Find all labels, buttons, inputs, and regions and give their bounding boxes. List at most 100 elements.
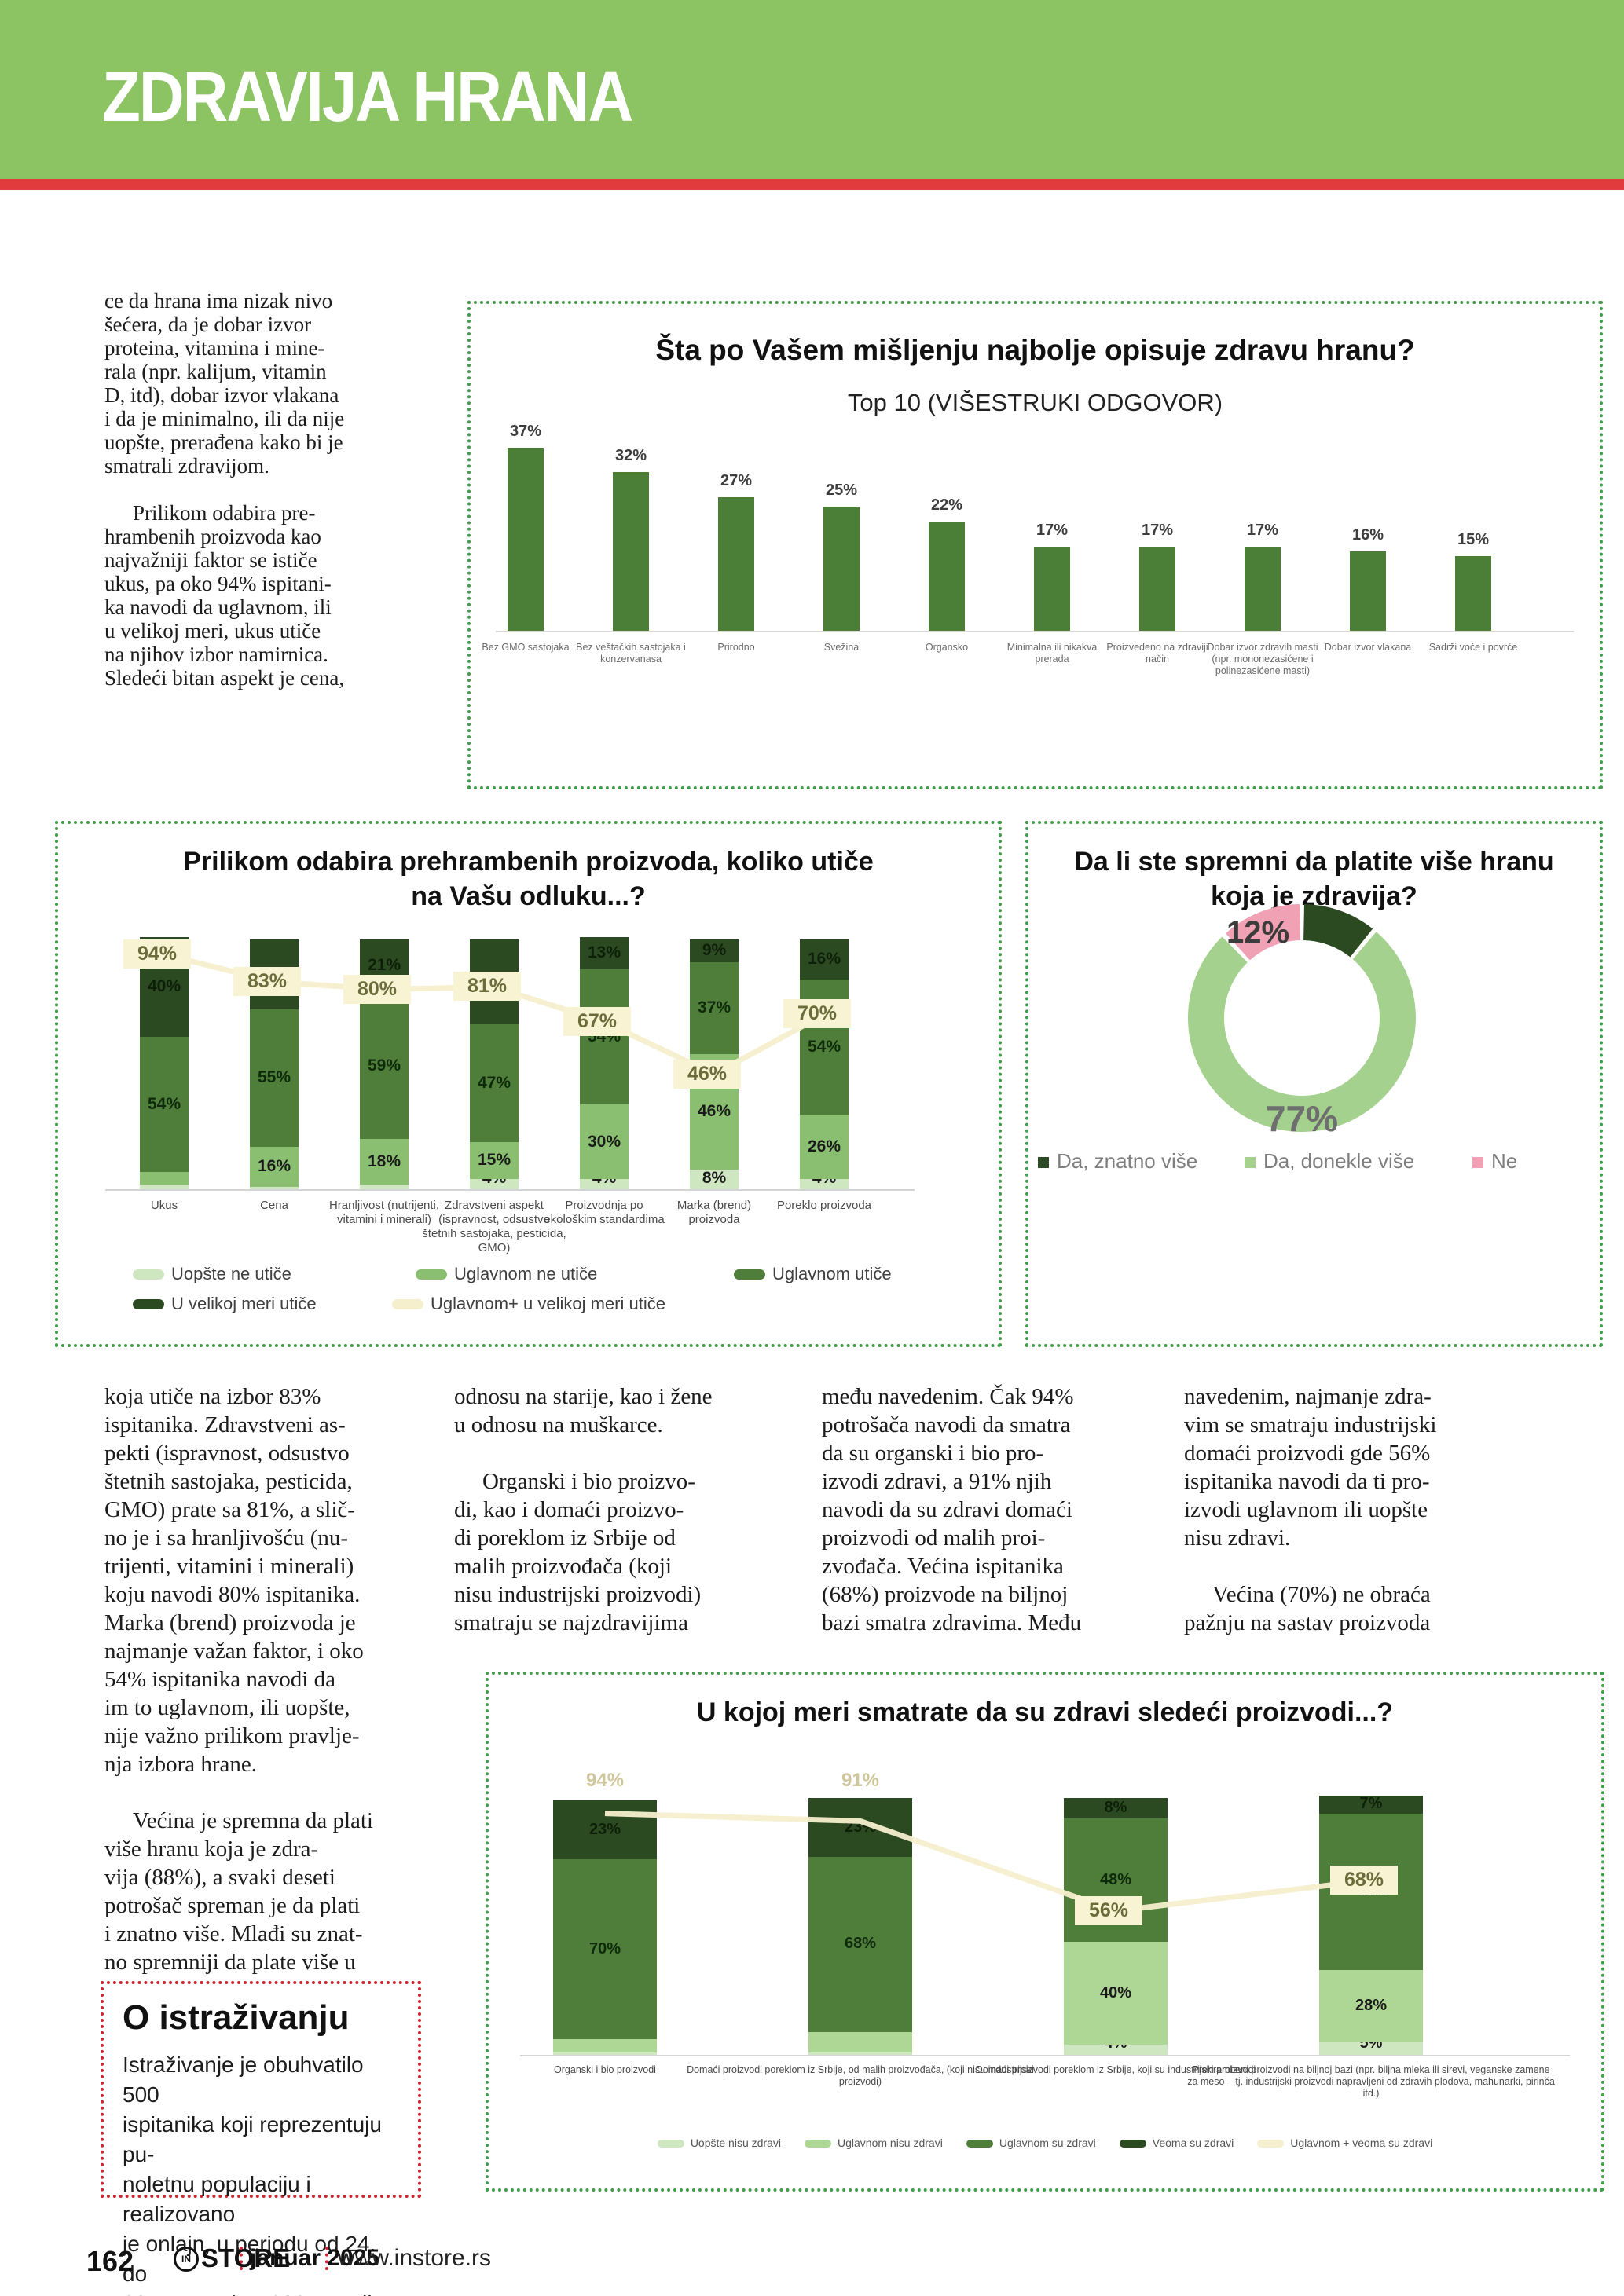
- segment-label: 15%: [477, 1151, 511, 1170]
- legend-label: Veoma su zdravi: [1152, 2137, 1234, 2149]
- page-number: 162: [86, 2245, 134, 2277]
- combined-value-box: 83%: [233, 967, 301, 997]
- bar-segment: [808, 1798, 912, 1858]
- bar-segment: [1319, 2041, 1423, 2055]
- donut-chart: [1187, 904, 1416, 1132]
- bar-value-label: 32%: [614, 447, 647, 464]
- chart-influence-plot: 2%5%54%40%1%16%55%28%2%18%59%21%4%15%47%…: [58, 824, 999, 1344]
- legend-swatch: [1245, 1157, 1256, 1168]
- bar-segment: [808, 2052, 912, 2055]
- legend-swatch: [804, 2140, 831, 2148]
- instore-logo-icon: IN: [174, 2247, 199, 2272]
- legend-label: Ne: [1491, 1149, 1518, 1173]
- chart-healthy-plot: 1%5%70%23%1%8%68%23%4%40%48%8%5%28%61%7%…: [489, 1675, 1601, 2188]
- segment-label: 37%: [697, 998, 731, 1017]
- body-column-4: navedenim, najmanje zdra- vim se smatraj…: [1184, 1382, 1500, 1637]
- brand-name: STORE: [201, 2243, 291, 2272]
- segment-label: 13%: [587, 943, 621, 962]
- segment-label: 30%: [587, 1132, 621, 1151]
- bar-category-label: Prirodno: [717, 642, 755, 653]
- legend-item: Ne: [1472, 1149, 1517, 1174]
- bar-segment: [580, 936, 629, 970]
- about-research-text: Istraživanje je obuhvatilo 500 ispitanik…: [123, 2052, 402, 2296]
- chart-top10-subtitle: Top 10 (VIŠESTRUKI ODGOVOR): [847, 389, 1223, 416]
- legend-label: Uglavnom nisu zdravi: [837, 2137, 943, 2149]
- legend-item: Uglavnom+ u velikoj meri utiče: [392, 1294, 665, 1314]
- body-col1-paragraph-1: koja utiče na izbor 83% ispitanika. Zdra…: [104, 1384, 364, 1777]
- segment-label: 28%: [1355, 1996, 1388, 2014]
- legend-row: Uopšte nisu zdravi Uglavnom nisu zdravi Ug…: [489, 2137, 1601, 2149]
- chart-influence-title: Prilikom odabira prehrambenih proizvoda,…: [183, 847, 874, 911]
- bar-segment: [808, 2031, 912, 2052]
- bar-category-label: Poreklo proizvoda: [776, 1199, 872, 1212]
- segment-label: 48%: [1099, 1870, 1132, 1888]
- segment-label: 54%: [147, 1094, 181, 1113]
- segment-label: 7%: [1359, 1795, 1383, 1813]
- chart-top10-title: Šta po Vašem mišljenju najbolje opisuje …: [655, 334, 1415, 366]
- legend-swatch: [1119, 2140, 1146, 2148]
- bar-segment: [800, 939, 849, 980]
- legend-item: Veoma su zdravi: [1119, 2137, 1234, 2149]
- segment-label: 54%: [807, 1037, 841, 1056]
- bar-category-label: Organski i bio proizvodi: [554, 2064, 656, 2075]
- body-col2-paragraph-2: Organski i bio proizvo- di, kao i domaći…: [454, 1469, 702, 1635]
- bar-segment: [470, 1024, 519, 1142]
- bar-segment: [800, 1179, 849, 1189]
- bar-segment: [553, 2039, 657, 2052]
- bar-segment: [553, 1859, 657, 2040]
- segment-label: 68%: [844, 1935, 877, 1953]
- bar-category-label: Dobar izvor vlakana: [1324, 642, 1412, 653]
- bar-segment: [580, 1179, 629, 1189]
- combined-value-label: 94%: [585, 1770, 625, 1791]
- intro-paragraph-1: ce da hrana ima nizak nivo šećera, da je…: [104, 289, 345, 478]
- bar-segment: [250, 1146, 299, 1187]
- legend-label: Uglavnom+ u velikoj meri utiče: [431, 1294, 665, 1313]
- bar-value-label: 16%: [1351, 526, 1384, 544]
- bar-segment: [140, 1171, 189, 1185]
- segment-label: 47%: [477, 1073, 511, 1092]
- bar-value-label: 37%: [509, 423, 542, 440]
- segment-label: 40%: [1099, 1983, 1132, 2001]
- bar-category-label: Prehrambeni proizvodi na biljnoj bazi (n…: [1187, 2064, 1555, 2099]
- bar-segment: [470, 1179, 519, 1189]
- combined-value-box: 56%: [1075, 1895, 1142, 1925]
- footer-separator: [325, 2247, 328, 2270]
- bar-segment: [690, 961, 739, 1055]
- page-footer: 162 IN STORE januar 2025 www.instore.rs: [0, 2239, 1624, 2286]
- bar-segment: [580, 1104, 629, 1180]
- legend-item: Da, donekle više: [1245, 1149, 1414, 1174]
- bar-value-label: 27%: [720, 472, 753, 489]
- bar-segment: [553, 2052, 657, 2055]
- bar-value-label: 25%: [825, 482, 858, 499]
- legend-swatch: [657, 2140, 684, 2148]
- body-col4-paragraph-2: Većina (70%) ne obraća pažnju na sastav …: [1184, 1582, 1431, 1635]
- segment-label: 26%: [807, 1137, 841, 1155]
- chart-healthy-title: U kojoj meri smatrate da su zdravi slede…: [696, 1697, 1394, 1727]
- bar-category-label: Marka (brend) proizvoda: [676, 1199, 752, 1226]
- bar: [823, 507, 860, 631]
- bar-segment: [360, 991, 409, 1140]
- legend-swatch: [966, 2140, 993, 2148]
- combined-value-box: 46%: [673, 1059, 741, 1089]
- legend-item: Uglavnom + veoma su zdravi: [1257, 2137, 1432, 2149]
- chart-influence-box: Prilikom odabira prehrambenih proizvoda,…: [55, 821, 1002, 1347]
- legend-swatch: [1472, 1157, 1483, 1168]
- legend-label: Da, znatno više: [1057, 1149, 1198, 1173]
- bar-category-label: Ukus: [150, 1199, 178, 1212]
- accent-strip: [0, 179, 1624, 190]
- bar: [1455, 556, 1491, 631]
- legend-label: Uopšte ne utiče: [171, 1264, 291, 1283]
- segment-label: 46%: [697, 1102, 731, 1121]
- segment-label: 8%: [1104, 1799, 1127, 1817]
- bar-segment: [140, 1037, 189, 1172]
- combined-value-box: 94%: [123, 939, 191, 969]
- combined-value-label: 91%: [841, 1770, 880, 1791]
- legend-swatch: [133, 1299, 164, 1309]
- bar-category-label: Svežina: [823, 642, 860, 653]
- combined-value-box: 80%: [343, 974, 411, 1004]
- body-col4-paragraph-1: navedenim, najmanje zdra- vim se smatraj…: [1184, 1384, 1437, 1551]
- bar: [1350, 551, 1386, 631]
- bar: [1034, 547, 1070, 631]
- donut-slice: [1303, 904, 1373, 958]
- segment-label: 59%: [367, 1056, 401, 1075]
